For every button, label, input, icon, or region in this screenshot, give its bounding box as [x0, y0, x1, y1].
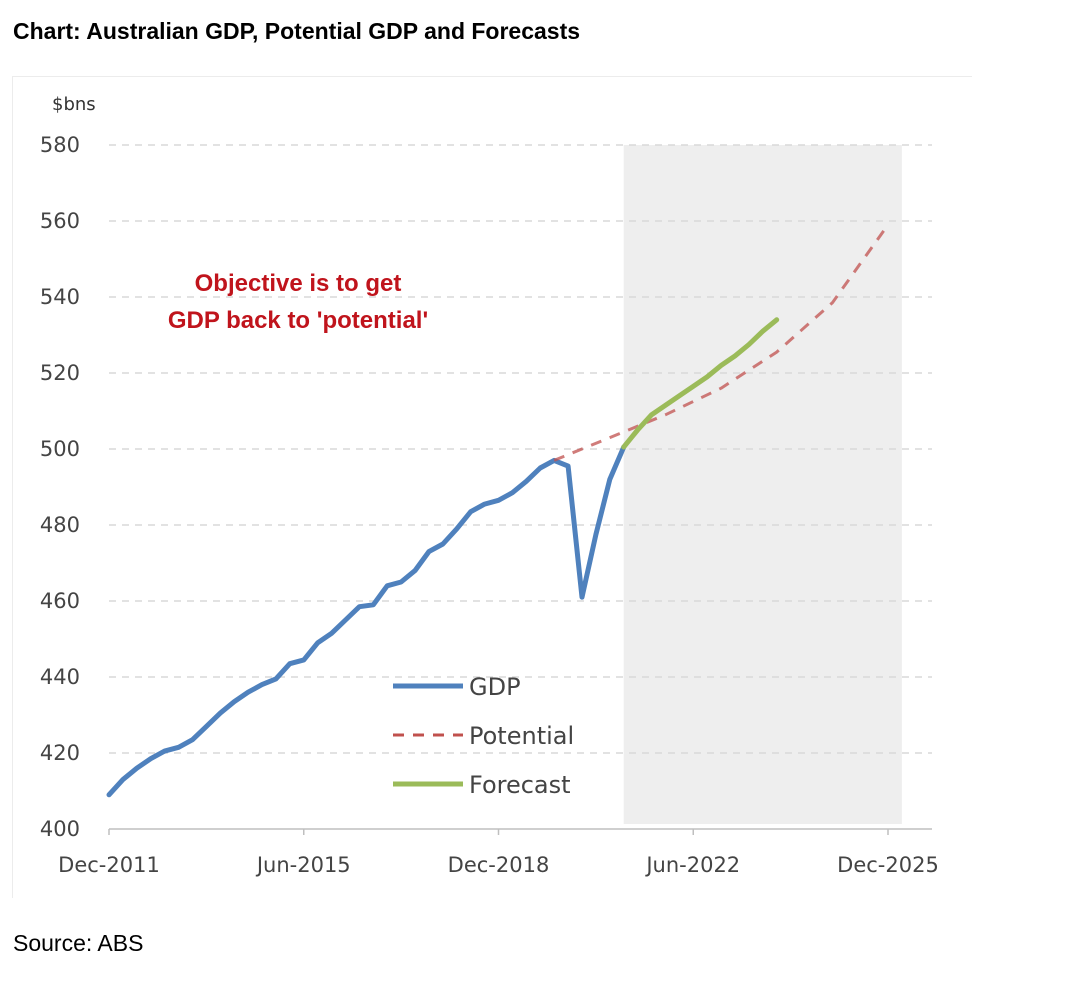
legend-label-gdp: GDP: [469, 673, 521, 701]
series-line-forecast: [621, 317, 780, 450]
x-tick-label-dec-2025: Dec-2025: [837, 853, 939, 877]
chart-title: Chart: Australian GDP, Potential GDP and…: [13, 18, 581, 44]
legend-label-forecast: Forecast: [469, 771, 571, 799]
y-tick-label-440: 440: [40, 665, 80, 689]
annotation-line-1: Objective is to get: [195, 270, 402, 297]
source-note: Source: ABS: [13, 930, 144, 956]
y-tick-label-540: 540: [40, 285, 80, 309]
y-axis-unit-label: $bns: [52, 94, 96, 115]
y-tick-label-400: 400: [40, 817, 80, 841]
series-line-gdp: [106, 444, 627, 798]
y-tick-label-560: 560: [40, 209, 80, 233]
x-tick-label-dec-2018: Dec-2018: [448, 853, 550, 877]
y-tick-label-460: 460: [40, 589, 80, 613]
y-tick-label-580: 580: [40, 133, 80, 157]
series-line-potential: [553, 223, 890, 462]
legend-label-potential: Potential: [469, 722, 574, 750]
x-tick-label-jun-2022: Jun-2022: [644, 853, 740, 877]
y-tick-label-520: 520: [40, 361, 80, 385]
chart-frame: [12, 76, 972, 898]
x-tick-label-jun-2015: Jun-2015: [255, 853, 351, 877]
y-tick-label-480: 480: [40, 513, 80, 537]
forecast-shaded-region: [623, 145, 902, 824]
y-tick-label-500: 500: [40, 437, 80, 461]
y-tick-label-420: 420: [40, 741, 80, 765]
x-tick-label-dec-2011: Dec-2011: [58, 853, 160, 877]
annotation-line-2: GDP back to 'potential': [168, 307, 428, 334]
